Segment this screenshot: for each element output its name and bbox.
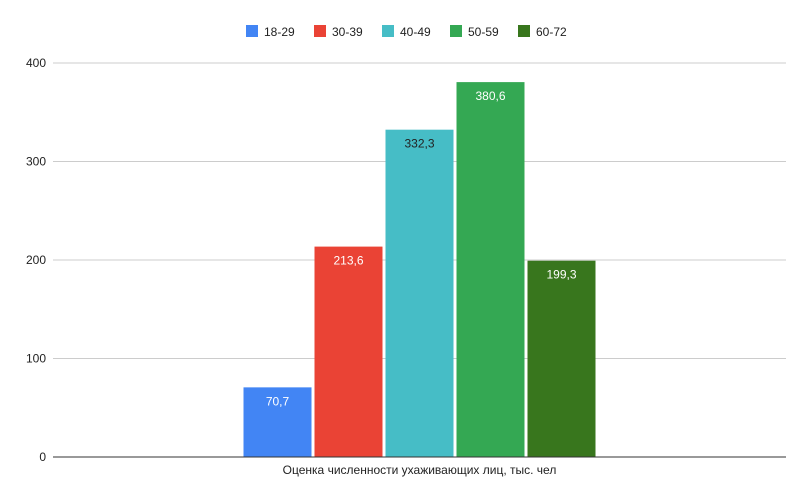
legend-swatch-30-39 <box>314 25 326 37</box>
bar-18-29 <box>243 387 312 457</box>
bar-30-39 <box>314 246 383 457</box>
y-axis-ticks: 0 100 200 300 400 <box>26 56 46 464</box>
legend-swatch-40-49 <box>382 25 394 37</box>
legend-swatch-50-59 <box>450 25 462 37</box>
legend-label-40-49: 40-49 <box>400 25 431 39</box>
y-tick-label: 400 <box>26 56 46 70</box>
data-label-18-29: 70,7 <box>266 394 290 408</box>
y-tick-label: 300 <box>26 155 46 169</box>
y-tick-label: 200 <box>26 253 46 267</box>
y-tick-label: 0 <box>39 450 46 464</box>
data-label-60-72: 199,3 <box>546 268 576 282</box>
legend-label-18-29: 18-29 <box>264 25 295 39</box>
bar-50-59 <box>456 82 525 457</box>
legend-label-30-39: 30-39 <box>332 25 363 39</box>
bar-60-72 <box>527 260 596 457</box>
legend-label-50-59: 50-59 <box>468 25 499 39</box>
data-label-30-39: 213,6 <box>333 254 363 268</box>
legend-label-60-72: 60-72 <box>536 25 567 39</box>
legend: 18-29 30-39 40-49 50-59 60-72 <box>246 25 567 39</box>
legend-swatch-18-29 <box>246 25 258 37</box>
data-labels: 70,7 213,6 332,3 380,6 199,3 <box>266 89 577 408</box>
bar-40-49 <box>385 129 454 457</box>
x-category-label: Оценка численности ухаживающих лиц, тыс.… <box>283 463 557 477</box>
data-label-40-49: 332,3 <box>404 137 434 151</box>
data-label-50-59: 380,6 <box>475 89 505 103</box>
y-tick-label: 100 <box>26 352 46 366</box>
bars <box>243 82 596 457</box>
legend-swatch-60-72 <box>518 25 530 37</box>
